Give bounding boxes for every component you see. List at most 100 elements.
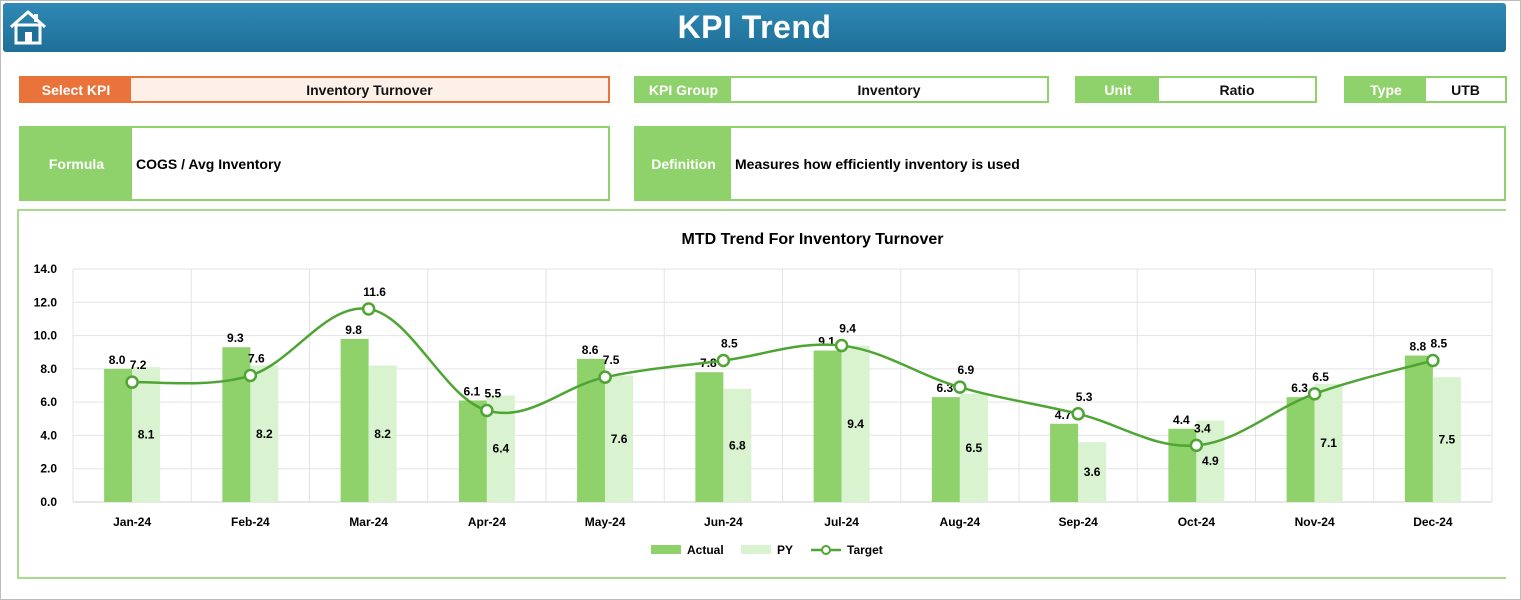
- data-label-target: 6.5: [1312, 370, 1329, 384]
- y-tick-label: 12.0: [34, 295, 58, 309]
- data-label-py: 6.4: [493, 442, 510, 456]
- data-label-target: 9.4: [839, 322, 856, 336]
- y-tick-label: 0.0: [40, 495, 57, 509]
- bar-actual: [1286, 397, 1315, 502]
- data-label-py: 7.1: [1320, 436, 1337, 450]
- legend-marker-target: [821, 545, 831, 555]
- data-label-py: 9.4: [847, 417, 864, 431]
- data-label-target: 7.5: [603, 353, 620, 367]
- y-tick-label: 10.0: [34, 329, 58, 343]
- data-label-actual: 6.1: [464, 384, 481, 398]
- bar-py: [250, 365, 279, 502]
- kpi-group-field: KPI Group Inventory: [634, 76, 1049, 103]
- data-label-target: 6.9: [958, 363, 975, 377]
- unit-value: Ratio: [1219, 81, 1255, 98]
- data-label-py: 7.6: [611, 432, 628, 446]
- header-bar: KPI Trend: [3, 3, 1506, 52]
- type-label: Type: [1346, 78, 1426, 101]
- x-tick-label: Nov-24: [1295, 515, 1335, 529]
- bar-actual: [931, 397, 960, 502]
- select-kpi-label: Select KPI: [21, 78, 131, 101]
- data-label-py: 6.8: [729, 438, 746, 452]
- unit-field: Unit Ratio: [1075, 76, 1317, 103]
- data-label-actual: 8.6: [582, 343, 599, 357]
- definition-value: Measures how efficiently inventory is us…: [735, 155, 1020, 172]
- bar-actual: [340, 338, 369, 502]
- bar-py: [132, 367, 161, 502]
- data-label-actual: 8.0: [109, 353, 126, 367]
- bar-py: [368, 365, 397, 502]
- formula-value: COGS / Avg Inventory: [136, 155, 282, 172]
- bar-actual: [1050, 423, 1079, 502]
- bar-actual: [1404, 355, 1433, 502]
- data-label-target: 5.5: [485, 386, 502, 400]
- data-label-actual: 9.1: [818, 335, 835, 349]
- data-label-target: 7.2: [130, 358, 147, 372]
- x-tick-label: Jan-24: [113, 515, 151, 529]
- data-label-target: 3.4: [1194, 421, 1211, 435]
- bar-py: [723, 388, 752, 502]
- data-label-py: 7.5: [1439, 433, 1456, 447]
- bar-actual: [1168, 428, 1197, 502]
- bar-py: [1432, 377, 1461, 502]
- home-icon[interactable]: [7, 7, 49, 47]
- legend-label-py: PY: [777, 543, 793, 557]
- bar-actual: [104, 368, 133, 502]
- legend-swatch-py: [741, 545, 771, 554]
- formula-label: Formula: [21, 128, 132, 199]
- x-tick-label: Sep-24: [1058, 515, 1098, 529]
- x-tick-label: Feb-24: [231, 515, 270, 529]
- bar-py: [841, 345, 870, 502]
- bar-actual: [695, 372, 724, 502]
- legend-swatch-actual: [651, 545, 681, 554]
- data-label-py: 3.6: [1084, 465, 1101, 479]
- type-field: Type UTB: [1344, 76, 1507, 103]
- data-label-target: 11.6: [363, 285, 386, 299]
- target-point: [480, 403, 494, 418]
- kpi-group-label: KPI Group: [636, 78, 731, 101]
- select-kpi-field[interactable]: Select KPI Inventory Turnover: [19, 76, 610, 103]
- x-tick-label: Jul-24: [824, 515, 859, 529]
- x-tick-label: Aug-24: [940, 515, 981, 529]
- y-tick-label: 2.0: [40, 462, 57, 476]
- data-label-py: 4.9: [1202, 454, 1219, 468]
- kpi-trend-chart: MTD Trend For Inventory Turnover 0.0 2.0 4.…: [34, 231, 1493, 557]
- data-label-actual: 9.3: [227, 331, 244, 345]
- data-label-actual: 9.8: [345, 323, 362, 337]
- data-label-actual: 6.3: [1291, 381, 1308, 395]
- data-label-target: 5.3: [1076, 390, 1093, 404]
- data-label-target: 8.5: [1431, 337, 1448, 351]
- formula-block: Formula COGS / Avg Inventory: [19, 126, 610, 201]
- chart-title: MTD Trend For Inventory Turnover: [682, 231, 944, 248]
- target-point: [1426, 353, 1440, 368]
- select-kpi-dropdown[interactable]: Inventory Turnover: [131, 78, 608, 101]
- unit-label: Unit: [1077, 78, 1159, 101]
- x-tick-label: Jun-24: [704, 515, 743, 529]
- target-point: [1071, 407, 1085, 421]
- x-tick-label: May-24: [585, 515, 626, 529]
- bar-py: [605, 375, 634, 502]
- bar-py: [1314, 383, 1343, 502]
- target-point: [834, 338, 849, 353]
- data-label-actual: 8.8: [1410, 340, 1427, 354]
- data-label-target: 7.6: [248, 352, 265, 366]
- target-point: [243, 368, 258, 383]
- target-line: [132, 307, 1434, 447]
- x-tick-label: Oct-24: [1178, 515, 1216, 529]
- data-label-py: 6.5: [966, 441, 983, 455]
- legend-label-actual: Actual: [687, 543, 724, 557]
- y-tick-label: 6.0: [40, 395, 57, 409]
- x-tick-label: Dec-24: [1413, 515, 1453, 529]
- definition-label: Definition: [636, 128, 731, 199]
- bar-py: [1078, 442, 1107, 502]
- data-label-target: 8.5: [721, 337, 738, 351]
- target-point: [1189, 438, 1204, 453]
- target-point: [598, 370, 612, 384]
- legend-label-target: Target: [847, 543, 883, 557]
- x-tick-label: Apr-24: [468, 515, 506, 529]
- type-value: UTB: [1451, 81, 1480, 98]
- data-label-py: 8.2: [256, 427, 273, 441]
- target-point: [953, 380, 967, 394]
- bar-py: [1196, 420, 1225, 502]
- y-tick-label: 8.0: [40, 362, 57, 376]
